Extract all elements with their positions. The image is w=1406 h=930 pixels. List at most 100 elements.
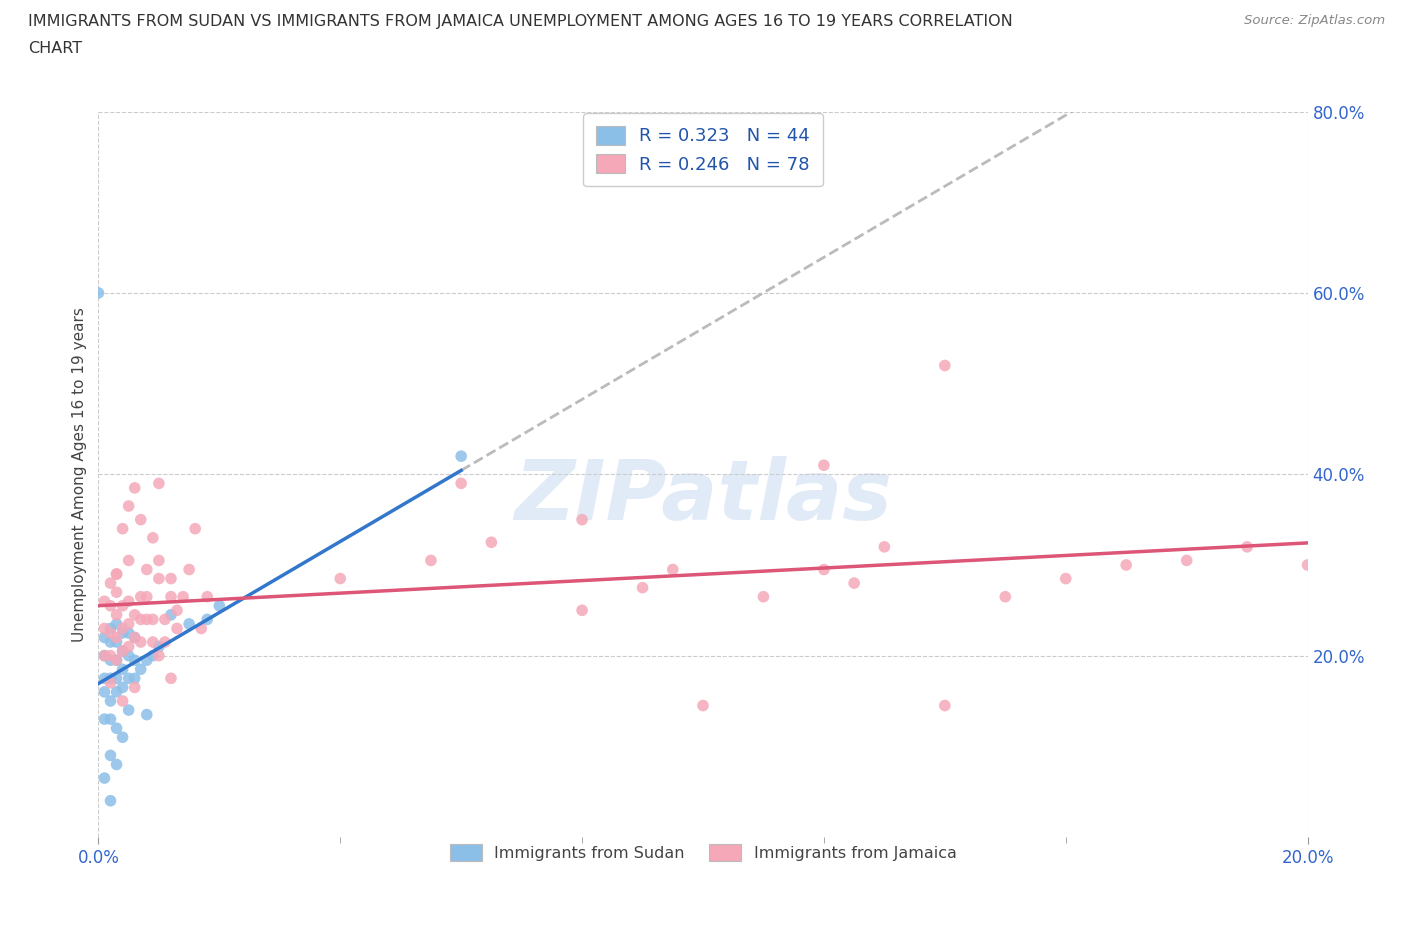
- Point: [129, 512, 152, 527]
- Point: [105, 631, 128, 645]
- Point: [135, 653, 157, 668]
- Point: [100, 653, 122, 668]
- Point: [105, 607, 128, 622]
- Point: [571, 512, 593, 527]
- Point: [195, 590, 218, 604]
- Point: [118, 639, 141, 654]
- Point: [118, 617, 141, 631]
- Point: [111, 598, 134, 613]
- Text: Source: ZipAtlas.com: Source: ZipAtlas.com: [1244, 14, 1385, 27]
- Point: [93, 648, 115, 663]
- Point: [148, 639, 170, 654]
- Text: ZIPatlas: ZIPatlas: [515, 456, 891, 537]
- Point: [329, 571, 352, 586]
- Point: [160, 590, 183, 604]
- Point: [124, 653, 146, 668]
- Point: [118, 553, 141, 568]
- Point: [844, 576, 866, 591]
- Point: [118, 594, 141, 609]
- Point: [100, 711, 122, 726]
- Point: [1175, 553, 1198, 568]
- Point: [111, 621, 134, 636]
- Point: [142, 648, 165, 663]
- Point: [124, 481, 146, 496]
- Point: [160, 571, 183, 586]
- Point: [160, 607, 183, 622]
- Point: [153, 612, 176, 627]
- Point: [813, 458, 835, 472]
- Point: [105, 566, 128, 581]
- Point: [100, 793, 122, 808]
- Point: [105, 634, 128, 649]
- Point: [135, 707, 157, 722]
- Point: [208, 598, 231, 613]
- Point: [111, 521, 134, 536]
- Point: [153, 634, 176, 649]
- Point: [111, 662, 134, 677]
- Point: [100, 648, 122, 663]
- Point: [142, 612, 165, 627]
- Point: [93, 671, 115, 685]
- Point: [100, 748, 122, 763]
- Point: [87, 286, 110, 300]
- Text: CHART: CHART: [28, 41, 82, 56]
- Point: [111, 644, 134, 658]
- Point: [105, 757, 128, 772]
- Point: [160, 671, 183, 685]
- Point: [190, 621, 212, 636]
- Point: [105, 617, 128, 631]
- Point: [179, 617, 201, 631]
- Point: [148, 571, 170, 586]
- Point: [93, 711, 115, 726]
- Point: [142, 530, 165, 545]
- Legend: Immigrants from Sudan, Immigrants from Jamaica: Immigrants from Sudan, Immigrants from J…: [441, 836, 965, 869]
- Point: [1054, 571, 1077, 586]
- Point: [631, 580, 654, 595]
- Point: [129, 590, 152, 604]
- Point: [111, 626, 134, 641]
- Point: [124, 680, 146, 695]
- Point: [135, 562, 157, 577]
- Point: [105, 721, 128, 736]
- Point: [124, 631, 146, 645]
- Point: [118, 703, 141, 718]
- Point: [118, 648, 141, 663]
- Point: [129, 612, 152, 627]
- Point: [420, 553, 443, 568]
- Point: [661, 562, 683, 577]
- Point: [124, 671, 146, 685]
- Point: [100, 675, 122, 690]
- Point: [195, 612, 218, 627]
- Point: [934, 698, 956, 713]
- Point: [100, 621, 122, 636]
- Point: [129, 662, 152, 677]
- Point: [813, 562, 835, 577]
- Point: [105, 566, 128, 581]
- Point: [172, 590, 194, 604]
- Point: [105, 653, 128, 668]
- Point: [934, 358, 956, 373]
- Point: [111, 644, 134, 658]
- Point: [118, 671, 141, 685]
- Point: [105, 671, 128, 685]
- Point: [873, 539, 896, 554]
- Point: [111, 730, 134, 745]
- Point: [111, 680, 134, 695]
- Point: [166, 621, 188, 636]
- Point: [118, 498, 141, 513]
- Point: [105, 684, 128, 699]
- Point: [450, 449, 472, 464]
- Point: [105, 585, 128, 600]
- Point: [752, 590, 775, 604]
- Point: [93, 594, 115, 609]
- Point: [111, 694, 134, 709]
- Point: [166, 603, 188, 618]
- Point: [692, 698, 714, 713]
- Point: [1236, 539, 1258, 554]
- Point: [100, 671, 122, 685]
- Point: [450, 476, 472, 491]
- Point: [135, 612, 157, 627]
- Point: [93, 684, 115, 699]
- Point: [100, 626, 122, 641]
- Point: [124, 607, 146, 622]
